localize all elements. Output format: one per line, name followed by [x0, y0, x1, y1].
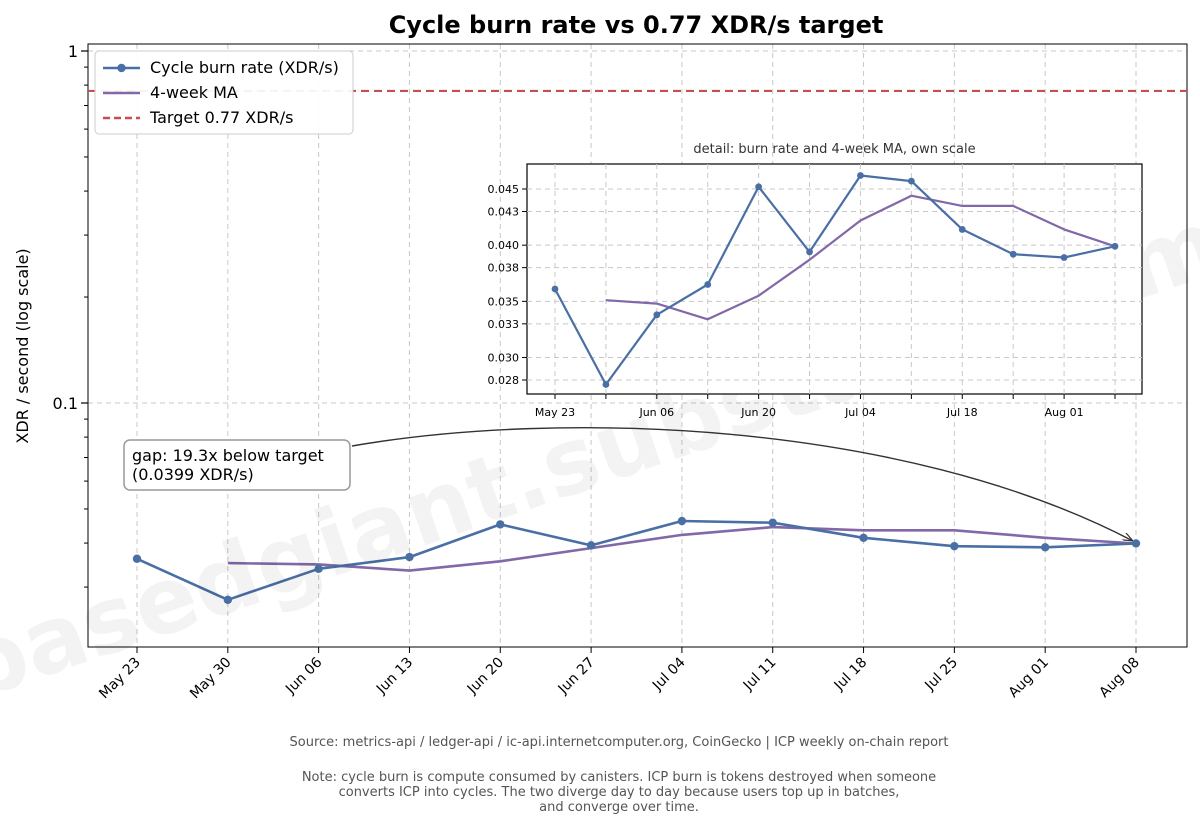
inset-y-tick-label: 0.045: [488, 183, 520, 196]
inset-ma-line: [605, 194, 1116, 321]
x-tick-label: Jul 04: [649, 654, 689, 694]
x-tick-label: Jul 25: [921, 655, 961, 695]
inset-burn-rate-point: [602, 381, 610, 388]
inset-burn-rate-point: [857, 172, 864, 179]
burn-rate-point: [223, 595, 233, 604]
gap-annotation: gap: 19.3x below target(0.0399 XDR/s): [123, 427, 1132, 541]
note-line: converts ICP into cycles. The two diverg…: [338, 785, 900, 800]
inset-frame: [526, 163, 1143, 395]
y-axis-label: XDR / second (log scale): [13, 248, 32, 443]
inset-y-tick-label: 0.030: [488, 352, 520, 365]
burn-rate-point: [677, 516, 687, 526]
inset-x-tick-label: Jun 20: [740, 406, 776, 419]
inset-burn-rate-point: [806, 248, 813, 256]
x-tick-label: Aug 01: [1006, 655, 1052, 701]
inset-x-tick-label: Jul 18: [946, 406, 978, 419]
legend-label: Target 0.77 XDR/s: [149, 108, 293, 127]
annotation-box: [123, 439, 351, 491]
inset-y-tick-label: 0.043: [488, 205, 520, 218]
inset-burn-rate-point: [1111, 242, 1119, 250]
inset-chart: detail: burn rate and 4-week MA, own sca…: [488, 142, 1143, 419]
source-text: Source: metrics-api / ledger-api / ic-ap…: [289, 735, 949, 750]
burn-rate-point: [1040, 543, 1050, 552]
y-tick-label: 0.1: [53, 394, 78, 413]
inset-y-tick-label: 0.038: [488, 262, 520, 275]
x-tick-label: Jun 06: [282, 654, 325, 697]
inset-burn-rate-point: [958, 226, 966, 233]
burn-rate-line: [136, 519, 1137, 602]
chart-title: Cycle burn rate vs 0.77 XDR/s target: [389, 11, 884, 39]
legend-marker: [117, 63, 126, 73]
inset-x-tick-label: Jun 06: [638, 406, 674, 419]
annotation-text: (0.0399 XDR/s): [132, 465, 254, 484]
inset-burn-rate-point: [907, 177, 915, 185]
burn-rate-point: [859, 533, 868, 543]
x-tick-label: May 30: [187, 655, 235, 703]
inset-title: detail: burn rate and 4-week MA, own sca…: [693, 142, 975, 157]
inset-x-tick-label: Aug 01: [1045, 406, 1084, 419]
inset-burn-rate-point: [551, 285, 559, 293]
burn-rate-point: [314, 564, 323, 574]
legend: Cycle burn rate (XDR/s) 4-week MA Target 0…: [94, 50, 354, 135]
burn-rate-point: [496, 520, 505, 529]
legend-label: Cycle burn rate (XDR/s): [150, 58, 339, 77]
ma-line: [227, 525, 1137, 572]
x-tick-label: Jul 18: [831, 655, 871, 695]
inset-x-tick-label: May 23: [535, 406, 575, 419]
inset-burn-rate-point: [1060, 254, 1068, 261]
legend-label: 4-week MA: [150, 83, 238, 102]
annotation-text: gap: 19.3x below target: [132, 446, 324, 465]
burn-rate-point: [950, 541, 959, 551]
inset-y-tick-label: 0.028: [488, 374, 520, 387]
inset-y-tick-label: 0.033: [488, 318, 520, 331]
x-tick-label: Jul 11: [740, 655, 780, 695]
note-line: and converge over time.: [539, 800, 699, 815]
annotation-arrow: [351, 427, 1132, 541]
inset-burn-rate-point: [653, 311, 661, 319]
y-tick-label: 1: [68, 42, 78, 61]
note-text: Note: cycle burn is compute consumed by …: [0, 770, 1200, 815]
inset-y-tick-label: 0.040: [488, 239, 520, 252]
x-tick-label: Jun 27: [555, 655, 598, 698]
inset-burn-rate-point: [1009, 250, 1017, 258]
inset-y-tick-label: 0.035: [488, 295, 520, 308]
burn-rate-point: [1131, 539, 1141, 548]
inset-burn-rate-point: [755, 183, 763, 191]
plot-frame: [87, 43, 1188, 648]
inset-burn-rate-line: [554, 174, 1116, 386]
legend-box: [94, 50, 354, 135]
x-tick-label: Jun 13: [373, 655, 416, 698]
note-line: Note: cycle burn is compute consumed by …: [301, 770, 937, 785]
burn-rate-point: [405, 552, 414, 562]
x-tick-label: Aug 08: [1096, 655, 1142, 701]
burn-rate-point: [132, 554, 142, 563]
burn-rate-point: [586, 541, 596, 550]
inset-burn-rate-point: [704, 281, 712, 288]
x-tick-label: Jun 20: [464, 655, 507, 698]
inset-x-tick-label: Jul 04: [844, 406, 876, 419]
burn-rate-point: [768, 518, 777, 527]
